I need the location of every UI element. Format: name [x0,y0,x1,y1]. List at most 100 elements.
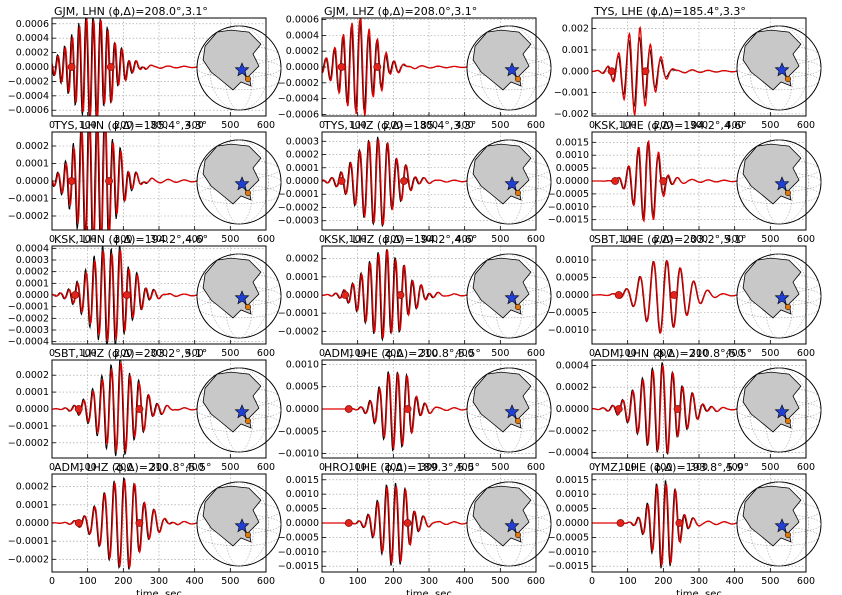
x-tick-label: 0 [319,348,325,359]
window-marker [337,63,346,71]
window-marker [71,291,80,299]
continent-shape [472,485,532,547]
meridian-line [209,25,269,111]
y-tick-label: 0.0000 [556,404,589,415]
y-tick-label: −0.0004 [8,91,49,102]
y-tick-label: 0.0010 [556,255,589,266]
x-tick-label: 400 [186,234,204,245]
station-marker [514,189,522,197]
y-tick-label: −0.0001 [8,194,49,205]
x-tick-label: 0 [319,120,325,131]
continent-shape [472,143,532,205]
x-tick-label: 100 [349,576,367,587]
parallel-line [468,71,550,91]
x-tick-label: 500 [491,234,509,245]
continent-shape [742,29,802,91]
continent-shape [472,257,532,319]
meridian-line [479,139,539,225]
y-tick-label: 0.0002 [286,46,319,57]
y-tick-label: 0.0005 [556,273,589,284]
y-tick-label: 0.0001 [286,163,319,174]
x-tick-label: 100 [349,348,367,359]
x-tick-label: 500 [491,348,509,359]
x-tick-label: 400 [726,234,744,245]
station-marker [784,303,792,311]
panel-title: YMZ, LHE (ϕ,Δ)=193.8°,5.9° [593,461,749,474]
continent-shape [202,257,262,319]
epicenter-star-icon [774,62,790,77]
y-tick-label: 0.0001 [16,278,49,289]
x-tick-label: 200 [114,234,132,245]
synthetic-trace [52,362,209,454]
y-tick-label: −0.0002 [278,326,319,337]
panel-title: GJM, LHN (ϕ,Δ)=208.0°,3.1° [54,5,208,18]
epicenter-star-icon [774,176,790,191]
y-tick-label: −0.0005 [278,426,319,437]
station-marker [244,303,252,311]
axes-frame [51,245,267,345]
x-tick-label: 100 [79,576,97,587]
panel-12: ADM, LHN (ϕ,Δ)=210.8°,5.5° 0.0004 0.0002 0.… [548,347,822,473]
panel-title: ADM, LHZ (ϕ,Δ)=210.8°,5.5° [54,461,211,474]
panel-1: GJM, LHN (ϕ,Δ)=208.0°,3.1° 0.0006 0.0004 0.… [8,5,282,131]
synthetic-trace [52,249,209,342]
x-tick-label: 300 [690,348,708,359]
y-tick-label: −0.0002 [8,313,49,324]
x-tick-label: 200 [384,348,402,359]
x-tick-label: 200 [654,234,672,245]
y-tick-label: 0.0006 [16,19,49,30]
y-tick-label: −0.0002 [278,202,319,213]
panel-2: GJM, LHZ (ϕ,Δ)=208.0°,3.1° 0.0006 0.0004 0.… [278,5,552,131]
window-marker [67,177,76,185]
panel-title: TYS, LHZ (ϕ,Δ)=185.4°,3.3° [323,119,476,132]
y-tick-label: 0.0004 [286,30,319,41]
x-tick-label: 100 [619,348,637,359]
window-marker [135,405,144,413]
axes-frame [321,359,537,459]
x-tick-label: 600 [797,120,815,131]
x-tick-label: 600 [797,348,815,359]
x-tick-label: 500 [761,234,779,245]
window-marker [403,405,412,413]
y-tick-label: −0.0005 [548,308,589,319]
y-tick-label: 0.0000 [286,290,319,301]
continent-shape [202,29,262,91]
meridian-line [209,481,269,567]
y-tick-label: −0.0001 [8,421,49,432]
x-tick-label: 300 [150,462,168,473]
epicenter-star-icon [504,62,520,77]
axes-frame [591,473,807,573]
meridian-line [749,367,809,453]
x-tick-label: 200 [384,462,402,473]
y-tick-label: 0.0002 [16,141,49,152]
y-tick-label: −0.0005 [548,532,589,543]
x-tick-label: 500 [761,120,779,131]
meridian-line [749,253,809,339]
window-marker [344,405,353,413]
y-tick-label: 0.002 [562,24,589,35]
x-tick-label: 500 [221,120,239,131]
x-tick-label: 200 [384,234,402,245]
axes-frame [591,17,807,117]
x-tick-label: 600 [797,234,815,245]
y-tick-label: 0.000 [562,66,589,77]
meridian-line [749,25,809,111]
parallel-line [468,527,550,547]
axes-frame [51,17,267,117]
y-tick-label: 0.0000 [556,290,589,301]
y-tick-label: 0.0002 [556,382,589,393]
panel-14: HRO, LHE (ϕ,Δ)=189.3°,5.5° 0.0015 0.0010 0.… [278,461,552,595]
window-marker [396,291,405,299]
panel-title: KSK, LHN (ϕ,Δ)=194.2°,4.6° [54,233,208,246]
y-tick-label: −0.0001 [278,308,319,319]
window-marker [67,63,76,71]
y-tick-label: −0.0004 [548,448,589,459]
y-tick-label: 0.0005 [556,504,589,515]
y-tick-label: −0.0005 [278,532,319,543]
panel-9: SBT, LHE (ϕ,Δ)=203.2°,5.1° 0.0010 0.0005 0.… [548,233,822,359]
axes-frame [321,131,537,231]
y-tick-label: 0.0001 [286,272,319,283]
x-tick-label: 600 [527,576,545,587]
y-tick-label: −0.0015 [548,561,589,572]
x-tick-label: 0 [319,462,325,473]
